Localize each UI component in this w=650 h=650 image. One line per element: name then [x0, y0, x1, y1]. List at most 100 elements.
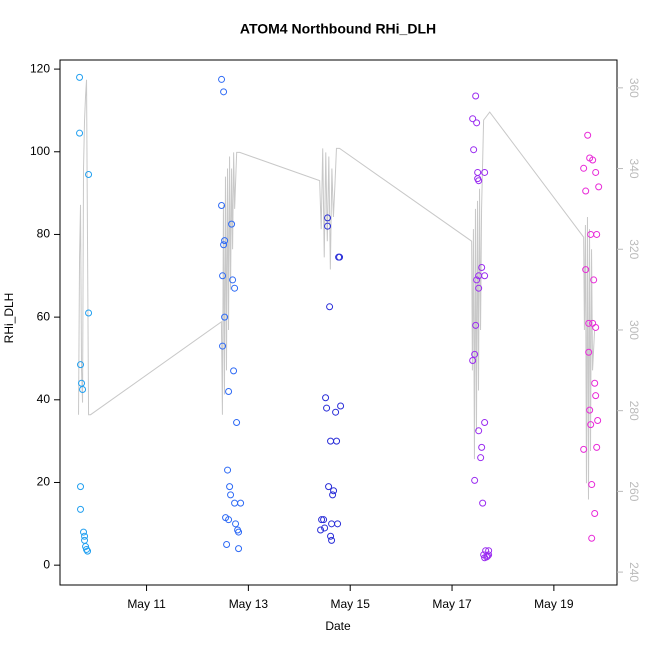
data-point — [475, 177, 483, 185]
y2-tick-label: 360 — [627, 78, 641, 98]
y-tick-label: 60 — [37, 309, 51, 323]
data-point — [317, 526, 325, 534]
data-point — [594, 416, 602, 424]
y2-tick-label: 300 — [627, 320, 641, 340]
data-point — [233, 419, 241, 427]
data-point — [593, 230, 601, 238]
data-point — [218, 75, 226, 83]
data-point — [332, 408, 340, 416]
data-point — [481, 272, 489, 280]
data-point — [326, 303, 334, 311]
x-tick-label: May 15 — [331, 597, 371, 611]
y-tick-label: 20 — [37, 475, 51, 489]
data-point — [81, 532, 89, 540]
data-point — [588, 481, 596, 489]
data-point — [219, 342, 227, 350]
data-point — [333, 437, 341, 445]
data-point — [325, 483, 333, 491]
data-point — [478, 264, 486, 272]
data-point — [473, 276, 481, 284]
data-point — [591, 379, 599, 387]
data-point — [220, 241, 228, 249]
data-point — [85, 171, 93, 179]
data-point — [77, 361, 85, 369]
data-point — [580, 445, 588, 453]
data-point — [471, 350, 479, 358]
data-point — [226, 483, 234, 491]
y-tick-label: 120 — [30, 61, 50, 75]
y2-tick-label: 240 — [627, 562, 641, 582]
data-line — [78, 79, 596, 500]
data-point — [80, 528, 88, 536]
data-point — [469, 357, 477, 365]
data-point — [330, 487, 338, 495]
data-point — [580, 164, 588, 172]
data-point — [475, 427, 483, 435]
x-tick-label: May 11 — [127, 597, 166, 611]
x-tick-label: May 13 — [229, 597, 269, 611]
data-point — [471, 476, 479, 484]
data-point — [481, 168, 489, 176]
data-point — [229, 276, 237, 284]
data-point — [224, 466, 232, 474]
x-tick-label: May 19 — [534, 597, 574, 611]
data-point — [470, 146, 478, 154]
data-point — [324, 222, 332, 230]
data-point — [582, 187, 590, 195]
data-point — [232, 520, 240, 528]
data-point — [231, 499, 239, 507]
data-point — [327, 437, 335, 445]
plot-frame — [59, 59, 618, 586]
data-point — [329, 491, 337, 499]
data-point — [477, 454, 485, 462]
data-point — [231, 284, 239, 292]
data-point — [218, 202, 226, 210]
y-tick-label: 100 — [30, 144, 50, 158]
data-point — [323, 404, 331, 412]
data-point — [587, 421, 595, 429]
data-point — [228, 220, 236, 228]
data-point — [585, 348, 593, 356]
data-point — [321, 524, 329, 532]
data-point — [481, 419, 489, 427]
data-point — [589, 156, 597, 164]
data-point — [76, 129, 84, 137]
data-point — [318, 516, 326, 524]
y-tick-label: 0 — [43, 557, 50, 571]
data-point — [474, 168, 482, 176]
data-point — [479, 499, 487, 507]
data-point — [478, 443, 486, 451]
data-point — [219, 272, 227, 280]
data-point — [85, 309, 93, 317]
data-point — [76, 73, 84, 81]
data-point — [473, 119, 481, 127]
data-point — [83, 545, 91, 553]
chart-title: ATOM4 Northbound RHi_DLH — [240, 21, 436, 37]
y-tick-label: 80 — [37, 227, 51, 241]
data-point — [227, 491, 235, 499]
data-point — [475, 284, 483, 292]
data-point — [472, 92, 480, 100]
data-point — [587, 230, 595, 238]
data-point — [237, 499, 245, 507]
data-point — [225, 516, 233, 524]
data-point — [588, 534, 596, 542]
data-point — [585, 319, 593, 327]
data-point — [592, 168, 600, 176]
data-point — [337, 402, 345, 410]
data-point — [77, 483, 85, 491]
y-tick-label: 40 — [37, 392, 51, 406]
data-point — [327, 532, 335, 540]
data-point — [328, 536, 336, 544]
data-point — [220, 88, 228, 96]
data-point — [593, 443, 601, 451]
data-point — [81, 536, 89, 544]
data-point — [469, 115, 477, 123]
data-point — [584, 131, 592, 139]
y2-tick-label: 320 — [627, 239, 641, 259]
data-point — [582, 266, 590, 274]
data-point — [335, 253, 343, 261]
data-point — [84, 547, 92, 555]
data-point — [234, 526, 242, 534]
